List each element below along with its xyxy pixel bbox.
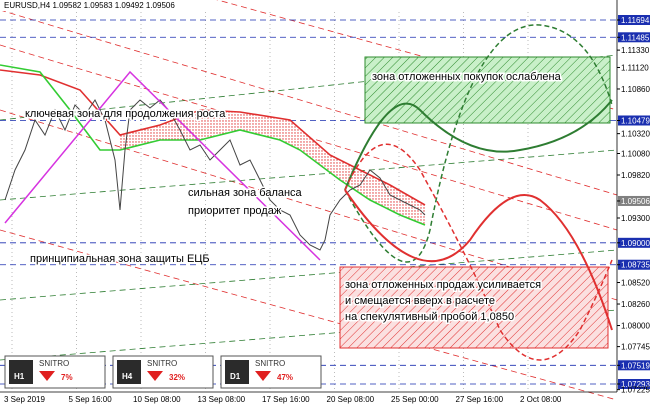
price-tick-label: 1.09506 [621,197,650,206]
time-tick-label: 5 Sep 16:00 [69,395,113,404]
header-bg [0,0,150,11]
price-tick-label: 1.08735 [621,261,650,270]
price-label-box [618,195,650,206]
cloud-edge-green [0,64,426,226]
time-tick-label: 13 Sep 08:00 [198,395,246,404]
annotation: принципиальная зона защиты ЕЦБ [30,253,210,265]
price-label-box [618,115,650,126]
time-tick-label: 10 Sep 08:00 [133,395,181,404]
time-tick-label: 2 Oct 08:00 [520,395,562,404]
price-label-box [618,379,650,389]
widget-brand: SNITRO [255,359,285,368]
price-tick-label: 1.09000 [621,239,650,248]
widget-badge [9,360,33,384]
scenario-green [344,99,613,191]
widget-badge [225,360,249,384]
price-tick-label: 1.09820 [621,171,650,180]
annotation: на спекулятивный пробой 1,0850 [345,311,514,323]
widget-brand: SNITRO [147,359,177,368]
buy-zone [364,56,611,124]
time-tick-label: 27 Sep 16:00 [456,395,504,404]
widget-timeframe: D1 [230,372,241,381]
widget-timeframe: H4 [122,372,133,381]
annotation: зона отложенных покупок ослаблена [372,71,562,83]
widget-arrow [39,371,55,381]
price-tick-label: 1.10860 [621,85,650,94]
price-tick-label: 1.07225 [621,386,650,395]
price-tick-label: 1.10320 [621,130,650,139]
cloud-edge-red [0,69,426,206]
widget-arrow [147,371,163,381]
annotation: ключевая зона для продолжения роста [25,108,226,120]
price-tick-label: 1.10479 [621,116,650,125]
price-tick-label: 1.11120 [621,63,649,72]
price-label-box [618,259,650,270]
time-tick-label: 17 Sep 16:00 [262,395,310,404]
scenario-red [344,189,613,331]
widgets: H1 SNITRO 7% H4 SNITRO 32% D1 SNITRO 47% [4,355,322,389]
time-tick-label: 20 Sep 08:00 [327,395,375,404]
price-line [4,99,426,251]
price-label-box [618,360,650,371]
price-tick-label: 1.07745 [621,343,650,352]
price-tick-label: 1.11330 [621,46,650,55]
time-tick-label: 3 Sep 2019 [4,395,45,404]
wave-pattern [4,70,321,261]
widget-timeframe: H1 [14,372,25,381]
scenario-green-dashed [344,24,613,263]
price-tick-label: 1.11694 [621,16,650,25]
price-label-box [618,32,650,43]
annotation: зона отложенных продаж усиливается [345,279,541,291]
header-title: EURUSD,H4 1.09582 1.09583 1.09492 1.0950… [4,1,175,10]
widget-percent: 47% [277,373,293,382]
annotation: приоритет продаж [188,205,282,217]
price-tick-label: 1.08260 [621,300,650,309]
widget-brand: SNITRO [39,359,69,368]
price-tick-label: 1.11485 [621,33,650,42]
widget-percent: 7% [61,373,73,382]
price-tick-label: 1.07293 [621,380,650,389]
time-tick-label: 25 Sep 00:00 [391,395,439,404]
ichimoku-cloud [120,110,425,225]
price-tick-label: 1.07519 [621,361,650,370]
price-label-box [618,15,650,25]
price-tick-label: 1.10080 [621,149,650,158]
widget-percent: 32% [169,373,185,382]
price-tick-label: 1.08000 [621,322,650,331]
scenario-red-dashed [344,143,613,361]
price-tick-label: 1.09300 [621,214,650,223]
price-label-box [618,237,650,248]
axes: 1.11694 1.11485 1.11330 1.11120 1.10860 1.104… [4,15,650,404]
widget-badge [117,360,141,384]
annotation: и смещается вверх в расчете [345,295,495,307]
widget-arrow [255,371,271,381]
sell-zone [339,266,609,349]
annotation: сильная зона баланса [188,187,303,199]
price-tick-label: 1.08520 [621,279,650,288]
